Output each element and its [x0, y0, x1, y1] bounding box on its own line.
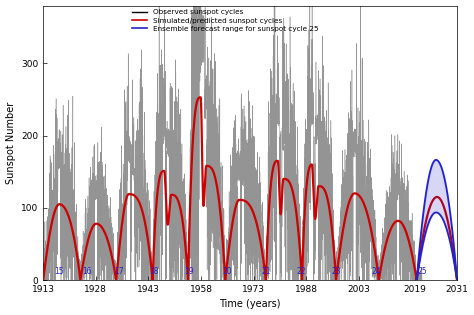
Text: 24: 24	[372, 267, 381, 276]
Text: 25: 25	[417, 267, 427, 276]
Text: 21: 21	[261, 267, 271, 276]
Y-axis label: Sunspot Number: Sunspot Number	[6, 102, 16, 184]
Text: 17: 17	[114, 267, 123, 276]
Text: 16: 16	[82, 267, 92, 276]
Text: 15: 15	[54, 267, 64, 276]
Text: 19: 19	[184, 267, 193, 276]
Text: 20: 20	[222, 267, 232, 276]
Text: 23: 23	[331, 267, 341, 276]
Text: 18: 18	[149, 267, 158, 276]
Text: 22: 22	[296, 267, 306, 276]
X-axis label: Time (years): Time (years)	[219, 300, 281, 309]
Legend: Observed sunspot cycles, Simulated/predicted sunspot cycles, Ensemble forecast r: Observed sunspot cycles, Simulated/predi…	[129, 6, 321, 35]
